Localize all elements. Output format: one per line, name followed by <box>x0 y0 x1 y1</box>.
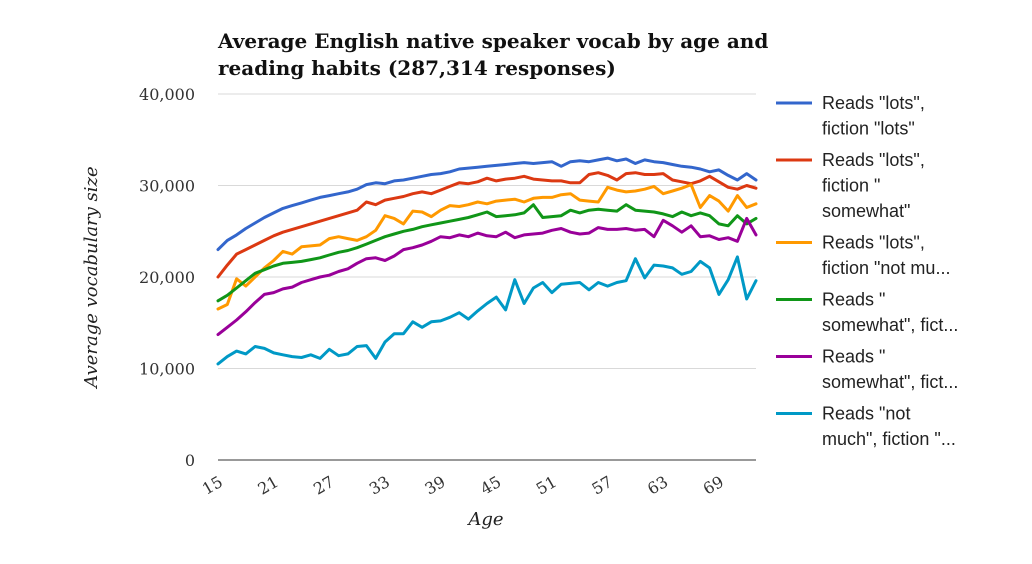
legend-item-3: Reads "lots", fiction "not mu... <box>776 233 950 278</box>
y-tick-label: 10,000 <box>139 360 195 379</box>
legend: Reads "lots",fiction "lots"Reads "lots",… <box>776 93 958 449</box>
legend-label: Reads "lots", <box>822 150 925 170</box>
chart-title-line-2: reading habits (287,314 responses) <box>218 56 616 80</box>
legend-label: somewhat" <box>822 201 910 221</box>
legend-label: Reads "lots", <box>822 233 925 253</box>
y-tick-label: 40,000 <box>139 85 195 104</box>
x-axis-label: Age <box>466 509 503 530</box>
x-tick-label: 63 <box>644 472 671 499</box>
legend-item-2: Reads "lots", fiction " somewhat" <box>776 150 925 221</box>
y-tick-label: 0 <box>185 451 195 470</box>
x-tick-label: 51 <box>533 472 560 499</box>
x-tick-label: 57 <box>588 472 615 499</box>
chart-title: Average English native speaker vocab by … <box>217 29 768 80</box>
series-line-1 <box>216 156 758 252</box>
series-line-4 <box>216 203 758 303</box>
x-tick-label: 27 <box>310 472 337 499</box>
legend-label: fiction "not mu... <box>822 258 950 278</box>
gridlines <box>218 93 756 461</box>
legend-label: Reads "lots", <box>822 93 925 113</box>
x-tick-label: 21 <box>255 472 282 499</box>
legend-item-5: Reads " somewhat", fict... <box>776 347 958 392</box>
series-layer <box>216 156 758 366</box>
legend-label: Reads " <box>822 347 885 367</box>
legend-item-4: Reads " somewhat", fict... <box>776 290 958 335</box>
series-line-5 <box>216 216 758 337</box>
x-tick-label: 69 <box>700 472 727 499</box>
x-axis-ticks: 15 21 27 33 39 45 51 57 63 69 <box>199 472 727 499</box>
chart-title-line-1: Average English native speaker vocab by … <box>217 29 768 53</box>
series-line-6 <box>216 255 758 366</box>
legend-label: somewhat", fict... <box>822 372 958 392</box>
series-line-3 <box>216 183 758 311</box>
legend-item-6: Reads "not much", fiction "... <box>776 404 956 449</box>
legend-label: somewhat", fict... <box>822 315 958 335</box>
x-tick-label: 15 <box>199 472 226 499</box>
series-line-2 <box>216 171 758 279</box>
legend-label: Reads "not <box>822 404 910 424</box>
y-axis-ticks: 0 10,000 20,000 30,000 40,000 <box>139 85 195 470</box>
y-tick-label: 20,000 <box>139 268 195 287</box>
legend-label: fiction "lots" <box>822 119 915 139</box>
legend-label: Reads " <box>822 290 885 310</box>
x-tick-label: 39 <box>421 472 448 499</box>
x-tick-label: 33 <box>366 472 393 499</box>
x-tick-label: 45 <box>477 472 504 499</box>
y-tick-label: 30,000 <box>139 177 195 196</box>
legend-item-1: Reads "lots", fiction "lots" <box>776 93 925 139</box>
legend-label: fiction " <box>822 176 880 196</box>
y-axis-label: Average vocabulary size <box>81 166 102 389</box>
legend-label: much", fiction "... <box>822 429 956 449</box>
